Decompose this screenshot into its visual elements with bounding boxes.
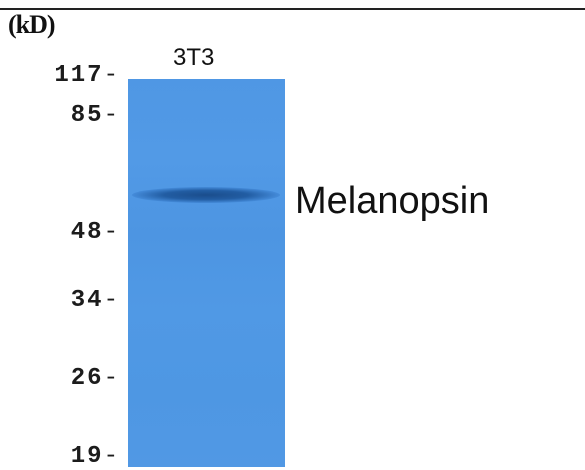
marker-value: 26 (70, 365, 104, 392)
marker-tick: - (103, 287, 120, 314)
marker-value: 85 (70, 102, 104, 129)
protein-label: Melanopsin (295, 180, 490, 222)
marker-26: 26- (0, 367, 120, 391)
marker-117: 117- (0, 64, 120, 88)
marker-tick: - (103, 443, 120, 470)
lane-label: 3T3 (173, 44, 215, 71)
unit-label: (kD) (8, 10, 56, 39)
marker-value: 117 (54, 62, 104, 89)
marker-value: 48 (70, 219, 104, 246)
top-border-line (0, 8, 585, 10)
marker-tick: - (103, 102, 120, 129)
protein-band (132, 187, 280, 203)
marker-34: 34- (0, 289, 120, 313)
marker-value: 19 (70, 443, 104, 470)
marker-48: 48- (0, 221, 120, 245)
marker-85: 85- (0, 104, 120, 128)
marker-tick: - (103, 365, 120, 392)
gel-lane (128, 79, 285, 467)
marker-19: 19- (0, 445, 120, 469)
marker-tick: - (103, 62, 120, 89)
marker-value: 34 (70, 287, 104, 314)
marker-tick: - (103, 219, 120, 246)
